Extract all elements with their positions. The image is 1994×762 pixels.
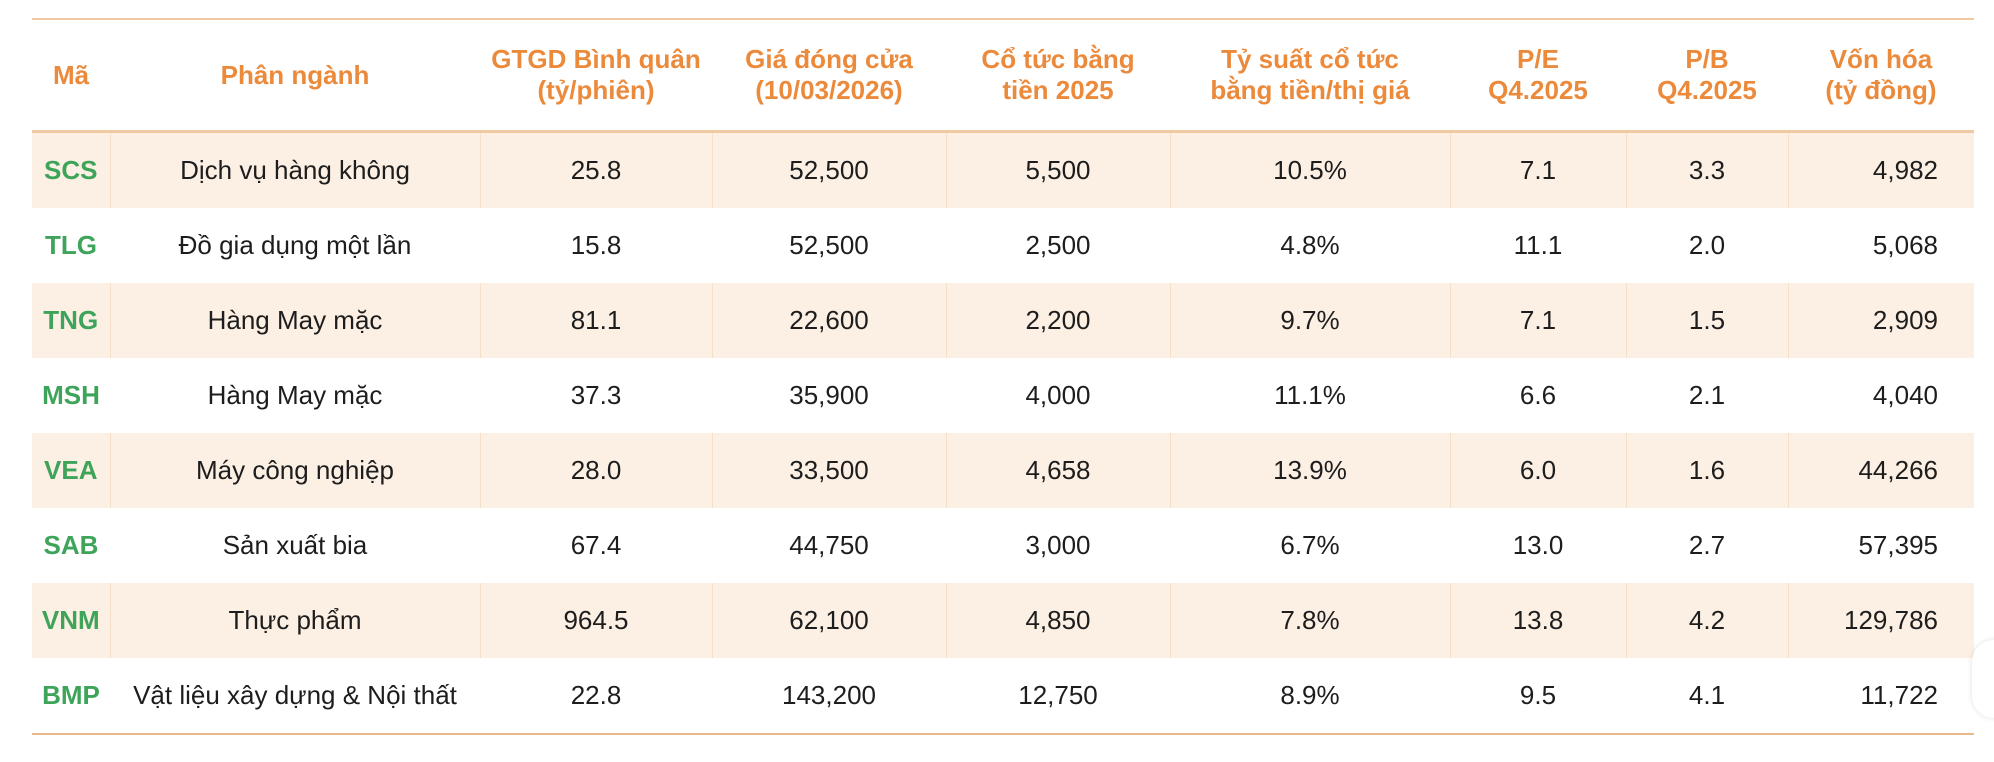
cell-pb: 2.0	[1626, 208, 1788, 283]
cell-phan-nganh: Sản xuất bia	[110, 508, 480, 583]
cell-co-tuc: 4,658	[945, 433, 1170, 508]
cell-von-hoa: 11,722	[1788, 658, 1974, 734]
cell-gia-dong-cua: 33,500	[711, 433, 946, 508]
cell-gtgd: 37.3	[480, 358, 712, 433]
cell-ma: VEA	[32, 433, 110, 508]
cell-von-hoa: 44,266	[1787, 433, 1974, 508]
table-body: SCS Dịch vụ hàng không 25.8 52,500 5,500 10.5…	[32, 131, 1974, 734]
cell-co-tuc: 5,500	[945, 131, 1170, 208]
cell-ma: VNM	[32, 583, 110, 658]
cell-gtgd: 67.4	[480, 508, 712, 583]
cell-phan-nganh: Vật liệu xây dựng & Nội thất	[110, 658, 480, 734]
cell-gia-dong-cua: 22,600	[711, 283, 946, 358]
cell-gtgd: 81.1	[479, 283, 712, 358]
cell-co-tuc: 12,750	[946, 658, 1170, 734]
table-row: BMP Vật liệu xây dựng & Nội thất 22.8 143,2…	[32, 658, 1974, 734]
cell-ma: TLG	[32, 208, 110, 283]
header-gia-dong-cua: Giá đóng cửa (10/03/2026)	[712, 19, 946, 133]
cell-ma: BMP	[32, 658, 110, 734]
header-von-hoa: Vốn hóa (tỷ đồng)	[1788, 19, 1974, 133]
cell-phan-nganh: Thực phẩm	[109, 583, 480, 658]
cell-pe: 6.6	[1450, 358, 1626, 433]
cell-ty-suat: 11.1%	[1170, 358, 1450, 433]
cell-gtgd: 25.8	[479, 131, 712, 208]
table-row: SAB Sản xuất bia 67.4 44,750 3,000 6.7% 13.0 2.…	[32, 508, 1974, 583]
cell-phan-nganh: Dịch vụ hàng không	[109, 131, 480, 208]
table-row: TNG Hàng May mặc 81.1 22,600 2,200 9.7% 7.1 1.5…	[32, 283, 1974, 358]
stock-dividend-table: Mã Phân ngành GTGD Bình quân (tỷ/phiên) …	[32, 18, 1974, 735]
header-gtgd-binh-quan: GTGD Bình quân (tỷ/phiên)	[480, 19, 712, 133]
cell-pb: 1.5	[1625, 283, 1788, 358]
table-row: VNM Thực phẩm 964.5 62,100 4,850 7.8% 13.8 4.2 1…	[32, 583, 1974, 658]
cell-ty-suat: 9.7%	[1169, 283, 1450, 358]
cell-pb: 2.7	[1626, 508, 1788, 583]
cell-von-hoa: 5,068	[1788, 208, 1974, 283]
cell-pe: 13.0	[1450, 508, 1626, 583]
cell-ty-suat: 10.5%	[1169, 131, 1450, 208]
header-co-tuc-bang-tien: Cổ tức bằng tiền 2025	[946, 19, 1170, 133]
cell-gia-dong-cua: 44,750	[712, 508, 946, 583]
cell-co-tuc: 2,200	[945, 283, 1170, 358]
header-ma: Mã	[32, 19, 110, 133]
cell-co-tuc: 4,000	[946, 358, 1170, 433]
cell-ty-suat: 8.9%	[1170, 658, 1450, 734]
cell-ty-suat: 6.7%	[1170, 508, 1450, 583]
cell-von-hoa: 2,909	[1787, 283, 1974, 358]
cell-ty-suat: 4.8%	[1170, 208, 1450, 283]
cell-pb: 4.2	[1625, 583, 1788, 658]
cell-pb: 3.3	[1625, 131, 1788, 208]
cell-pe: 9.5	[1450, 658, 1626, 734]
cell-gia-dong-cua: 52,500	[712, 208, 946, 283]
cell-von-hoa: 57,395	[1788, 508, 1974, 583]
stock-dividend-table-container: Mã Phân ngành GTGD Bình quân (tỷ/phiên) …	[32, 18, 1974, 735]
table-row: SCS Dịch vụ hàng không 25.8 52,500 5,500 10.5…	[32, 131, 1974, 208]
cell-pe: 7.1	[1449, 131, 1626, 208]
cell-von-hoa: 4,982	[1787, 131, 1974, 208]
header-phan-nganh: Phân ngành	[110, 19, 480, 133]
cell-von-hoa: 129,786	[1787, 583, 1974, 658]
cell-ma: SAB	[32, 508, 110, 583]
cell-gtgd: 22.8	[480, 658, 712, 734]
cell-phan-nganh: Đồ gia dụng một lần	[110, 208, 480, 283]
header-pe: P/E Q4.2025	[1450, 19, 1626, 133]
table-row: TLG Đồ gia dụng một lần 15.8 52,500 2,500 4.8…	[32, 208, 1974, 283]
cell-ty-suat: 7.8%	[1169, 583, 1450, 658]
cell-von-hoa: 4,040	[1788, 358, 1974, 433]
cell-gia-dong-cua: 52,500	[711, 131, 946, 208]
cell-phan-nganh: Hàng May mặc	[109, 283, 480, 358]
cell-co-tuc: 3,000	[946, 508, 1170, 583]
cell-gtgd: 15.8	[480, 208, 712, 283]
header-pb: P/B Q4.2025	[1626, 19, 1788, 133]
cell-phan-nganh: Hàng May mặc	[110, 358, 480, 433]
cell-co-tuc: 4,850	[945, 583, 1170, 658]
cell-pe: 11.1	[1450, 208, 1626, 283]
table-header: Mã Phân ngành GTGD Bình quân (tỷ/phiên) …	[32, 19, 1974, 133]
cell-pb: 4.1	[1626, 658, 1788, 734]
cell-gtgd: 28.0	[479, 433, 712, 508]
cell-pb: 2.1	[1626, 358, 1788, 433]
cell-gia-dong-cua: 143,200	[712, 658, 946, 734]
scroll-edge-handle	[1972, 640, 1994, 718]
header-ty-suat-co-tuc: Tỷ suất cổ tức bằng tiền/thị giá	[1170, 19, 1450, 133]
cell-ma: TNG	[32, 283, 110, 358]
cell-ma: SCS	[32, 131, 110, 208]
header-row: Mã Phân ngành GTGD Bình quân (tỷ/phiên) …	[32, 19, 1974, 133]
cell-gia-dong-cua: 35,900	[712, 358, 946, 433]
cell-gia-dong-cua: 62,100	[711, 583, 946, 658]
cell-pb: 1.6	[1625, 433, 1788, 508]
table-row: MSH Hàng May mặc 37.3 35,900 4,000 11.1% 6.6 2.…	[32, 358, 1974, 433]
table-row: VEA Máy công nghiệp 28.0 33,500 4,658 13.9% 6.…	[32, 433, 1974, 508]
cell-gtgd: 964.5	[479, 583, 712, 658]
cell-co-tuc: 2,500	[946, 208, 1170, 283]
cell-ma: MSH	[32, 358, 110, 433]
cell-pe: 13.8	[1449, 583, 1626, 658]
cell-phan-nganh: Máy công nghiệp	[109, 433, 480, 508]
cell-ty-suat: 13.9%	[1169, 433, 1450, 508]
cell-pe: 6.0	[1449, 433, 1626, 508]
cell-pe: 7.1	[1449, 283, 1626, 358]
